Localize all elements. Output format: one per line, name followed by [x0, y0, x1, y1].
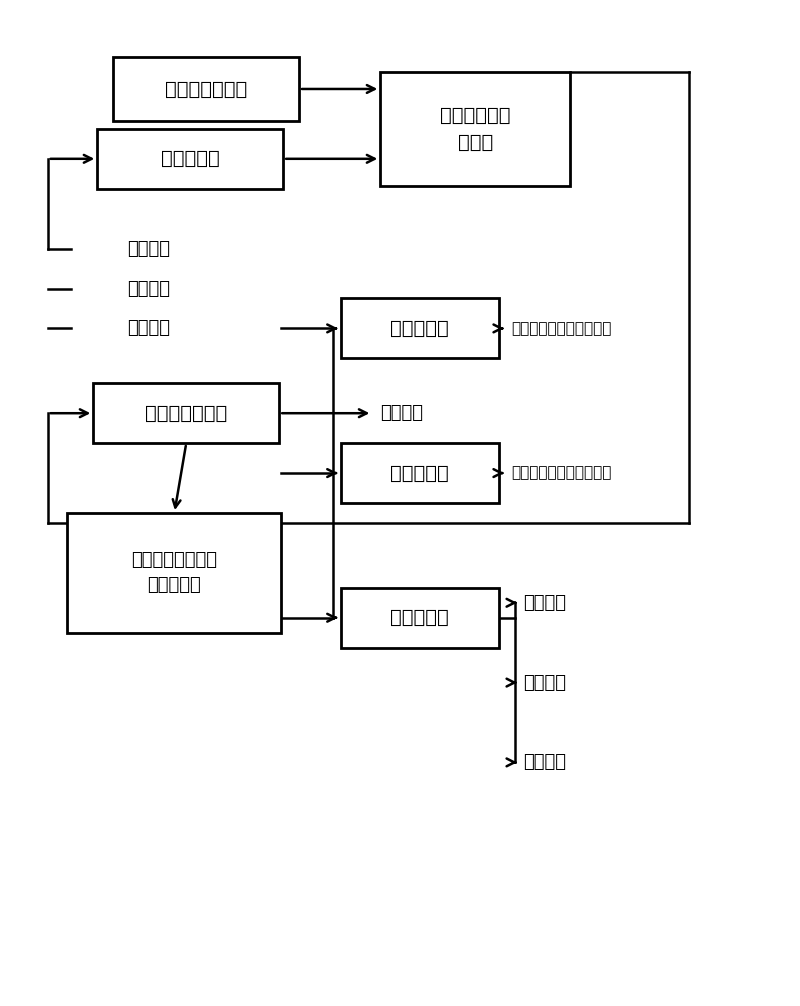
Text: 流程判断: 流程判断	[522, 674, 566, 691]
Text: 操作命令: 操作命令	[127, 320, 170, 337]
FancyBboxPatch shape	[341, 299, 499, 358]
Text: 外部信号: 外部信号	[127, 239, 170, 258]
Text: 给分部纸机调速控制装置: 给分部纸机调速控制装置	[511, 321, 611, 336]
FancyBboxPatch shape	[67, 513, 282, 633]
Text: 分部状态（新）: 分部状态（新）	[145, 403, 227, 423]
Text: 地址索引寻址方式
数据表索引: 地址索引寻址方式 数据表索引	[131, 551, 218, 595]
FancyBboxPatch shape	[94, 383, 279, 443]
FancyBboxPatch shape	[341, 588, 499, 648]
Text: 状态逻辑转换
子流程: 状态逻辑转换 子流程	[440, 106, 510, 152]
FancyBboxPatch shape	[97, 129, 283, 189]
Text: 信息显示: 信息显示	[380, 404, 423, 423]
Text: 给第三方: 给第三方	[522, 594, 566, 612]
Text: 逻辑应用: 逻辑应用	[522, 753, 566, 772]
Text: 给分部纸机调速控制装置: 给分部纸机调速控制装置	[511, 466, 611, 481]
Text: 分部控制字: 分部控制字	[390, 319, 449, 338]
Text: 逻辑输入字: 逻辑输入字	[161, 149, 219, 168]
FancyBboxPatch shape	[341, 443, 499, 503]
Text: 分部状态（旧）: 分部状态（旧）	[165, 79, 247, 99]
Text: 逻辑状态: 逻辑状态	[127, 280, 170, 298]
Text: 分部速度値: 分部速度値	[390, 464, 449, 483]
Text: 逻辑输出字: 逻辑输出字	[390, 609, 449, 627]
FancyBboxPatch shape	[380, 71, 570, 186]
FancyBboxPatch shape	[113, 56, 299, 122]
